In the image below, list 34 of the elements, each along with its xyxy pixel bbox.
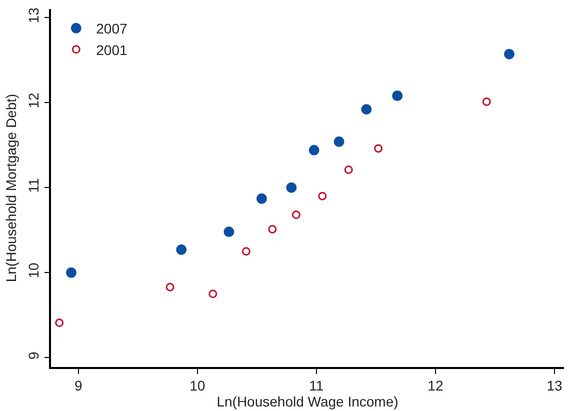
point bbox=[308, 144, 320, 156]
x-axis-title: Ln(Household Wage Income) bbox=[216, 394, 398, 410]
point bbox=[344, 165, 353, 174]
point bbox=[361, 104, 372, 115]
point bbox=[504, 48, 514, 60]
y-tick-label: 11 bbox=[26, 178, 42, 193]
y-tick-label: 12 bbox=[26, 92, 42, 108]
x-tick-label: 10 bbox=[190, 378, 206, 394]
point bbox=[334, 136, 344, 147]
y-tick-label: 9 bbox=[26, 351, 42, 360]
legend-label: 2007 bbox=[96, 20, 128, 37]
point bbox=[242, 247, 250, 256]
point bbox=[66, 267, 76, 278]
y-tick-label: 10 bbox=[26, 262, 42, 278]
point bbox=[176, 244, 187, 255]
point bbox=[392, 90, 403, 101]
x-tick-label: 12 bbox=[428, 378, 444, 394]
legend-label: 2001 bbox=[96, 42, 128, 58]
point bbox=[224, 226, 234, 238]
point bbox=[318, 192, 327, 200]
point bbox=[208, 290, 218, 298]
point bbox=[292, 210, 300, 220]
x-tick-label: 9 bbox=[74, 378, 82, 394]
point bbox=[55, 318, 64, 328]
point bbox=[374, 144, 383, 153]
x-tick-label: 13 bbox=[546, 378, 562, 394]
point bbox=[286, 182, 297, 193]
point bbox=[256, 193, 267, 204]
y-axis-title: Ln(Household Mortgage Debt) bbox=[2, 94, 19, 282]
point bbox=[166, 282, 174, 292]
x-tick-label: 11 bbox=[309, 378, 324, 394]
y-tick-label: 13 bbox=[26, 7, 42, 24]
point bbox=[268, 224, 277, 234]
point bbox=[482, 97, 491, 106]
